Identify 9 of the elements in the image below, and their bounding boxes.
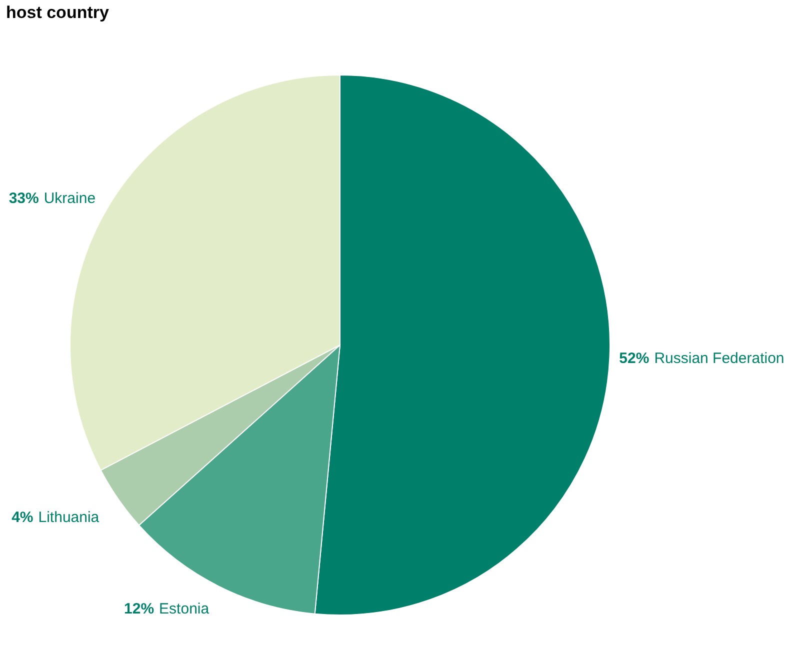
slice-label: Lithuania xyxy=(38,508,100,526)
slice-label: Estonia xyxy=(159,600,210,618)
data-label: 12% xyxy=(124,600,154,618)
slice-label: Russian Federation xyxy=(654,350,784,368)
slice-label: Ukraine xyxy=(44,190,96,207)
data-label: 33% xyxy=(8,190,39,207)
data-label: 4% xyxy=(12,508,34,526)
data-label: 52% xyxy=(619,350,650,368)
chart-title: host country xyxy=(6,3,110,22)
